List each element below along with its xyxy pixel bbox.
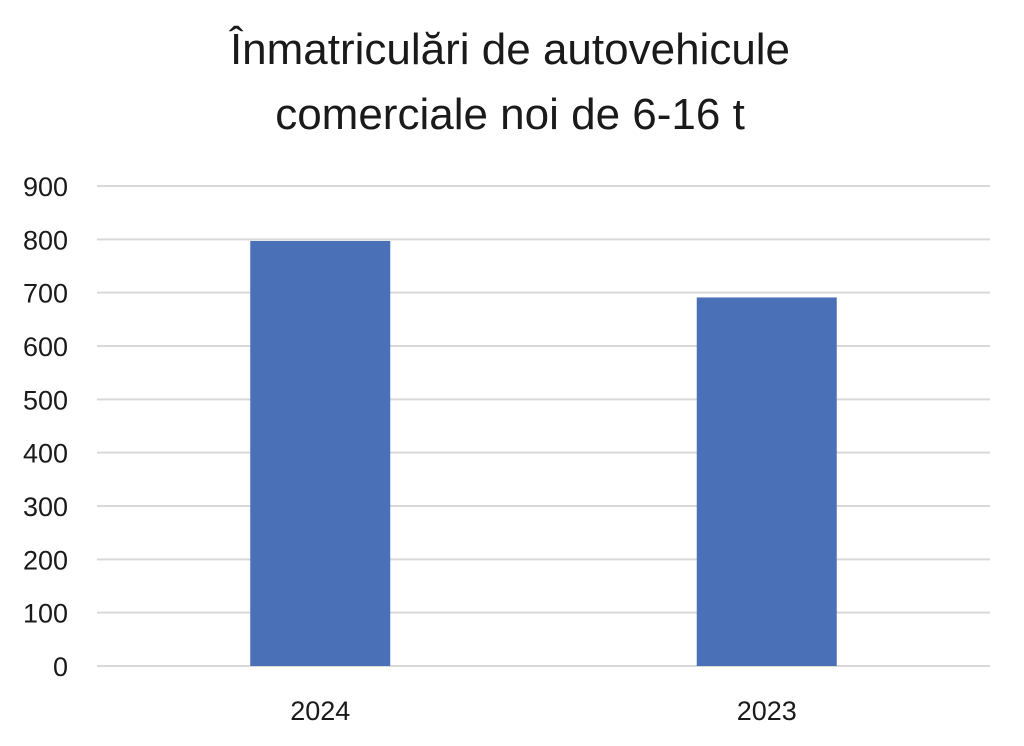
y-tick-label: 0 <box>53 652 68 682</box>
y-tick-label: 600 <box>23 332 68 362</box>
chart-title-line-1: Înmatriculări de autovehicule <box>229 25 790 74</box>
y-tick-label: 500 <box>23 385 68 415</box>
x-category-label: 2023 <box>737 696 797 726</box>
y-axis-tick-labels: 0 100 200 300 400 500 600 700 800 900 <box>23 172 68 682</box>
gridlines <box>97 185 990 667</box>
bars <box>250 240 837 666</box>
y-tick-label: 900 <box>23 172 68 202</box>
x-category-label: 2024 <box>290 696 350 726</box>
y-tick-label: 100 <box>23 599 68 629</box>
y-tick-label: 800 <box>23 225 68 255</box>
y-tick-label: 300 <box>23 492 68 522</box>
bar-2024 <box>250 240 391 666</box>
y-tick-label: 400 <box>23 439 68 469</box>
y-tick-label: 200 <box>23 545 68 575</box>
x-axis-category-labels: 2024 2023 <box>290 696 797 726</box>
chart-title-line-2: comerciale noi de 6-16 t <box>275 90 745 139</box>
y-tick-label: 700 <box>23 279 68 309</box>
bar-2023 <box>696 297 837 666</box>
